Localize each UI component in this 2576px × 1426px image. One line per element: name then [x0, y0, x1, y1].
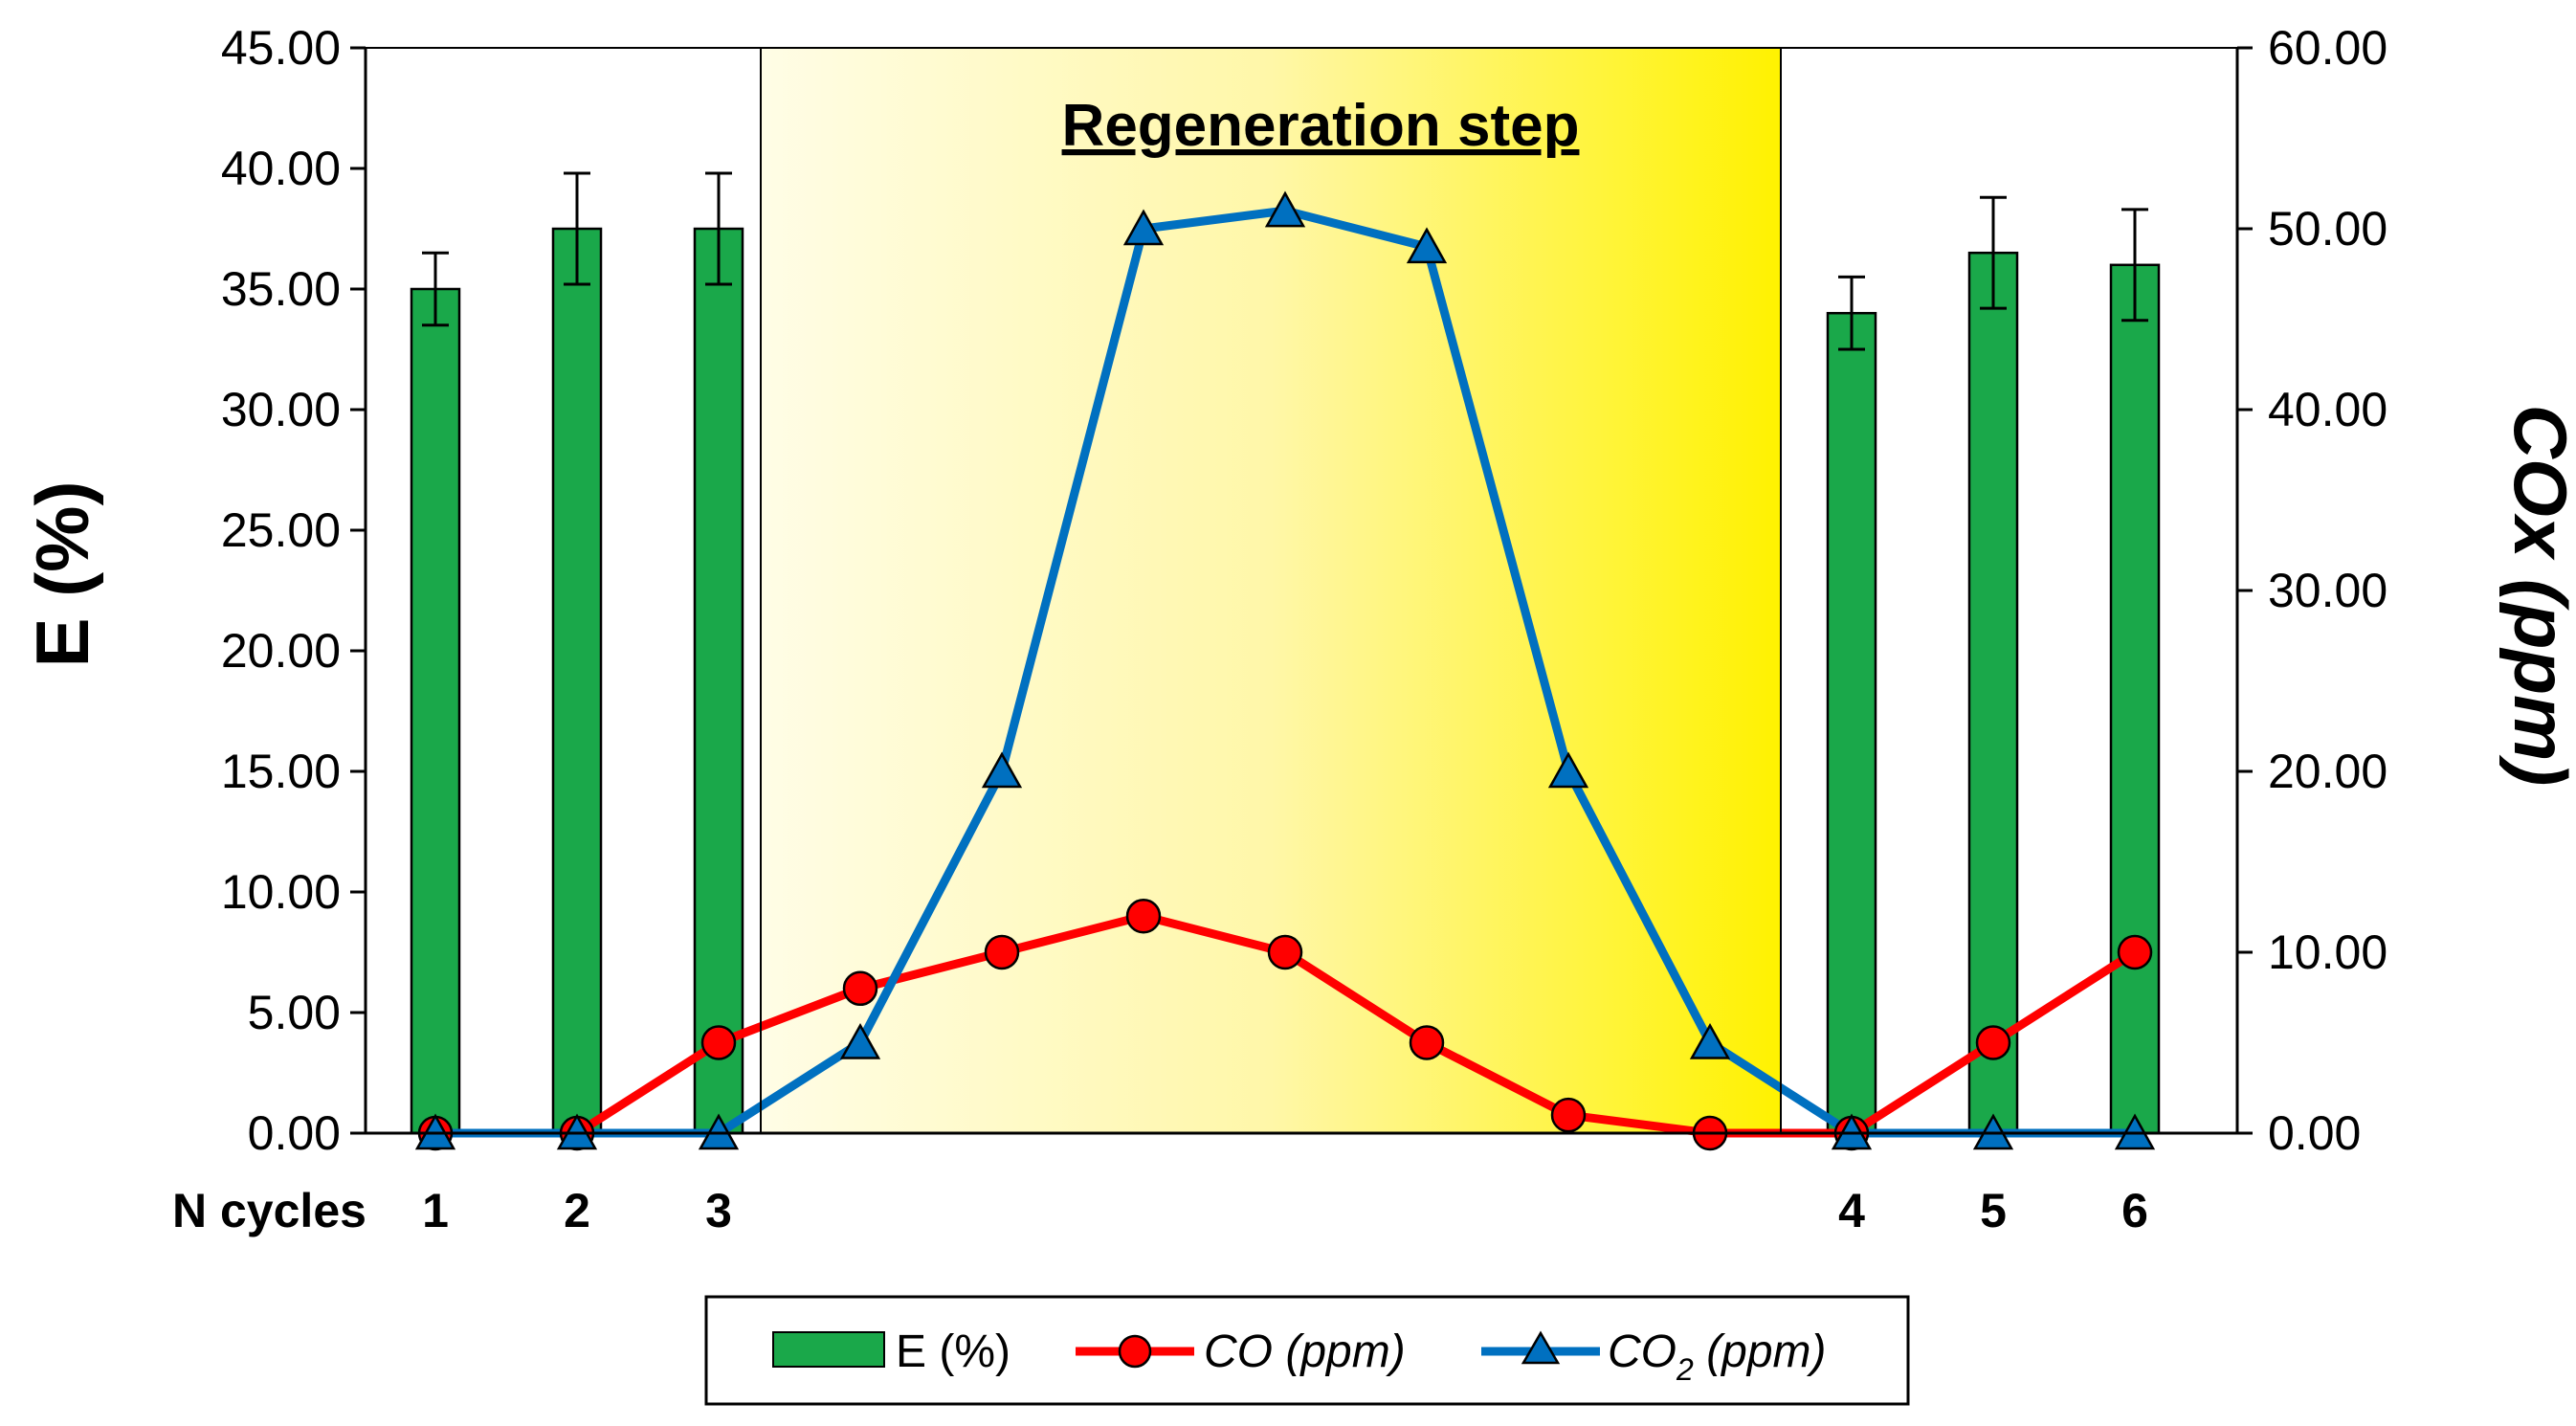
- y-left-tick-label: 15.00: [221, 745, 341, 798]
- x-tick-label: 2: [564, 1184, 590, 1237]
- y-axis-left-title: E (%): [20, 481, 104, 668]
- x-tick-label: 5: [1980, 1184, 2007, 1237]
- point-co: [1550, 1097, 1587, 1133]
- point-co: [984, 934, 1020, 970]
- legend-co2-sub: 2: [1676, 1352, 1694, 1387]
- x-tick-label: 1: [422, 1184, 449, 1237]
- legend: E (%) CO (ppm) CO2 (ppm): [704, 1295, 1910, 1406]
- legend-label-co: CO (ppm): [1204, 1326, 1406, 1377]
- y-left-tick-label: 5.00: [248, 986, 341, 1039]
- point-co: [700, 1025, 737, 1060]
- y-left-tick-label: 0.00: [248, 1106, 341, 1160]
- x-tick-label: 6: [2121, 1184, 2148, 1237]
- legend-marker-co: [1118, 1334, 1152, 1369]
- point-co: [1975, 1025, 2011, 1060]
- point-co2: [1547, 751, 1589, 789]
- point-co2: [1689, 1022, 1731, 1059]
- legend-box: [704, 1295, 1910, 1406]
- y-left-tick-label: 25.00: [221, 503, 341, 557]
- bar-e: [1826, 311, 1877, 1135]
- y-left-tick-label: 45.00: [221, 21, 341, 75]
- band-title: Regeneration step: [1062, 93, 1580, 159]
- x-tick-label: 3: [705, 1184, 732, 1237]
- x-tick-label: 4: [1838, 1184, 1865, 1237]
- point-co: [2117, 934, 2153, 970]
- legend-swatch-e: [772, 1331, 885, 1368]
- point-co2: [981, 751, 1023, 789]
- y-right-tick-label: 50.00: [2268, 202, 2387, 256]
- point-co: [1409, 1025, 1445, 1060]
- bar-e: [2109, 263, 2161, 1135]
- y-axis-right-title: COx (ppm): [2498, 405, 2576, 787]
- legend-label-co2: CO2 (ppm): [1608, 1326, 1826, 1387]
- y-right-tick-label: 30.00: [2268, 564, 2387, 617]
- legend-co2-rest: (ppm): [1694, 1326, 1827, 1377]
- y-left-tick-label: 10.00: [221, 865, 341, 919]
- point-co2: [1264, 190, 1306, 228]
- y-left-tick-label: 30.00: [221, 383, 341, 436]
- x-axis-title: N cycles: [172, 1184, 366, 1237]
- y-right-tick-label: 60.00: [2268, 21, 2387, 75]
- y-right-tick-label: 20.00: [2268, 745, 2387, 798]
- y-left-tick-label: 20.00: [221, 624, 341, 678]
- legend-co2-main: CO: [1608, 1326, 1677, 1377]
- y-right-tick-label: 10.00: [2268, 925, 2387, 979]
- bar-e: [551, 227, 603, 1135]
- y-right-tick-label: 0.00: [2268, 1106, 2361, 1160]
- point-co2: [1406, 227, 1448, 264]
- point-co: [842, 970, 878, 1007]
- bar-e: [410, 287, 461, 1135]
- bar-e: [1967, 251, 2019, 1135]
- point-co2: [839, 1022, 881, 1059]
- point-co: [1125, 898, 1162, 934]
- y-right-tick-label: 40.00: [2268, 383, 2387, 436]
- legend-label-e: E (%): [896, 1326, 1010, 1377]
- y-left-tick-label: 40.00: [221, 142, 341, 195]
- legend-marker-co2: [1521, 1330, 1561, 1365]
- point-co2: [1122, 209, 1165, 246]
- y-left-tick-label: 35.00: [221, 262, 341, 316]
- point-co: [1267, 934, 1303, 970]
- bar-e: [693, 227, 744, 1135]
